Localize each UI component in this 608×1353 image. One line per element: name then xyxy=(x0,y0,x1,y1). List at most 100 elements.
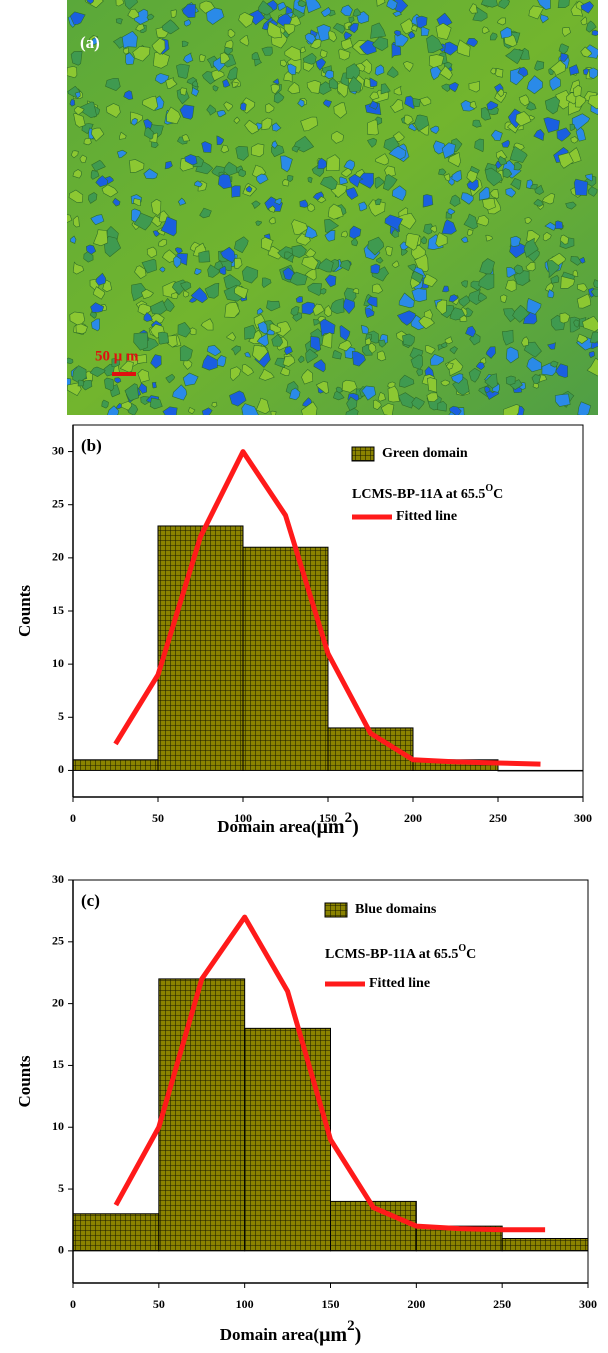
cell xyxy=(513,161,522,171)
cell xyxy=(233,116,241,125)
cell xyxy=(234,236,249,254)
cell xyxy=(270,410,277,415)
cell xyxy=(356,172,374,189)
cell xyxy=(222,78,231,88)
cell xyxy=(204,282,220,299)
cell xyxy=(384,165,396,177)
cell xyxy=(352,8,361,17)
cell xyxy=(382,174,398,191)
cell xyxy=(235,145,249,161)
annotation-part: C xyxy=(493,487,503,502)
cell xyxy=(321,332,333,349)
cell xyxy=(361,385,377,401)
cell xyxy=(158,238,168,247)
cell xyxy=(449,405,462,415)
scale-bar xyxy=(112,372,136,376)
cell xyxy=(460,236,469,244)
cell xyxy=(443,173,451,182)
x-tick-label: 50 xyxy=(153,1297,165,1311)
cell xyxy=(181,133,191,142)
cell xyxy=(211,401,218,408)
cell xyxy=(67,66,78,79)
cell xyxy=(179,87,187,96)
cell xyxy=(101,399,109,409)
cell xyxy=(556,127,572,142)
cell xyxy=(70,51,83,66)
annotation: LCMS-BP-11A at 65.5OC xyxy=(325,943,476,962)
cell xyxy=(67,357,74,365)
annotation: LCMS-BP-11A at 65.5OC xyxy=(352,483,503,502)
cell xyxy=(447,208,456,216)
cell xyxy=(95,175,109,188)
x-tick-label: 300 xyxy=(579,1297,597,1311)
cell xyxy=(161,19,180,35)
cell xyxy=(67,214,73,223)
legend-label: Blue domains xyxy=(355,902,437,917)
cell xyxy=(343,31,353,41)
cell xyxy=(486,100,499,111)
cell xyxy=(392,10,402,17)
cell xyxy=(416,368,423,377)
cell xyxy=(480,106,492,121)
annotation-sup: O xyxy=(485,483,493,494)
cell xyxy=(324,69,334,80)
cell xyxy=(177,197,187,206)
cell xyxy=(365,337,372,346)
cell xyxy=(313,359,326,373)
cell xyxy=(324,230,336,242)
cell xyxy=(392,131,405,143)
cell xyxy=(465,325,476,338)
y-tick-label: 20 xyxy=(52,550,64,564)
cell xyxy=(340,230,348,238)
cell xyxy=(369,100,379,110)
cell xyxy=(374,176,385,189)
cell xyxy=(349,225,362,239)
cell xyxy=(364,308,375,318)
cell xyxy=(284,46,302,62)
cell xyxy=(531,374,542,385)
cell xyxy=(319,318,336,337)
cell xyxy=(340,4,353,17)
cell xyxy=(327,30,338,43)
cell xyxy=(256,307,264,315)
cell xyxy=(90,214,105,226)
cell xyxy=(301,368,314,385)
cell xyxy=(165,77,178,89)
y-tick-label: 0 xyxy=(58,1243,64,1257)
x-tick-label: 50 xyxy=(152,811,164,825)
cell xyxy=(143,312,153,322)
cell xyxy=(338,48,351,61)
cell xyxy=(439,65,453,81)
cell xyxy=(297,98,305,108)
cell xyxy=(79,154,88,164)
cell xyxy=(449,194,461,207)
cell xyxy=(352,287,360,294)
cell xyxy=(372,36,389,52)
cell xyxy=(322,99,333,108)
cell xyxy=(274,198,282,205)
cell xyxy=(136,354,148,364)
cell xyxy=(295,296,303,303)
cell xyxy=(146,246,158,259)
cell xyxy=(587,93,598,110)
cell xyxy=(315,381,329,394)
cell xyxy=(238,11,254,28)
cell xyxy=(69,11,86,25)
cell xyxy=(256,173,269,185)
x-title-part: ) xyxy=(355,1324,362,1346)
cell xyxy=(573,178,589,196)
cell xyxy=(580,46,592,58)
cell xyxy=(374,64,385,76)
cell xyxy=(518,94,530,107)
cell xyxy=(451,373,464,384)
cell xyxy=(239,35,250,47)
cell xyxy=(166,106,181,125)
cell xyxy=(223,101,234,112)
cell xyxy=(69,98,76,107)
cell xyxy=(135,23,145,32)
cell xyxy=(270,83,280,95)
cell xyxy=(188,406,196,415)
cell xyxy=(105,78,121,92)
cell xyxy=(366,119,379,136)
